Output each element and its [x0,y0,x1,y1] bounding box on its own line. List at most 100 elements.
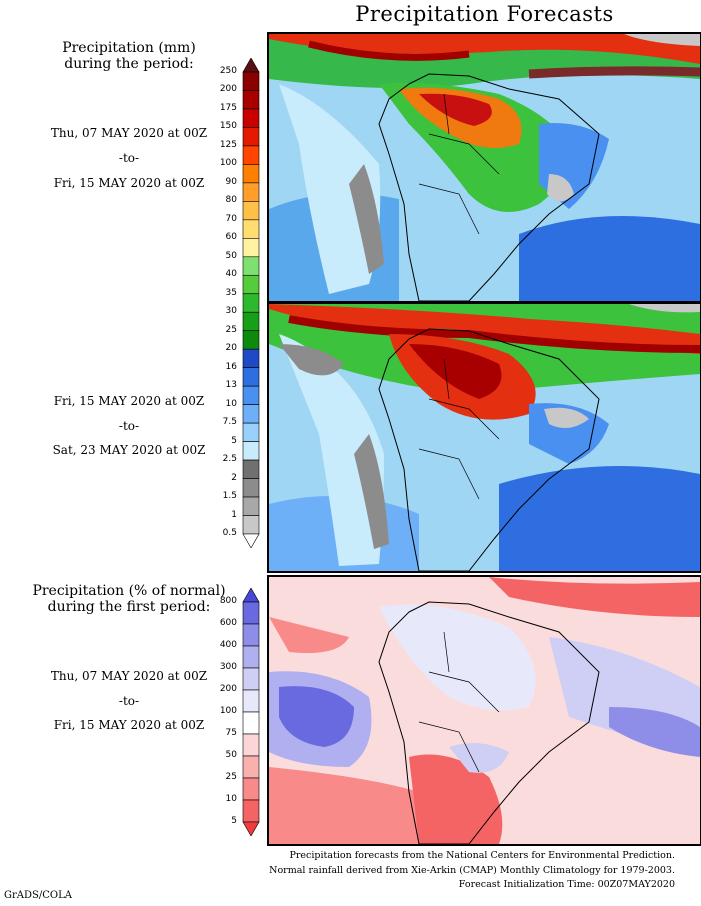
colorbar-mm-tick-label: 50 [225,250,237,261]
map-panel-percent-of-normal [267,575,701,846]
colorbar-pct-swatch [242,777,260,801]
colorbar-mm-tick-label: 250 [219,66,237,76]
colorbar-mm-tick-label: 0.5 [222,528,237,538]
map-panel-week1-precip [267,32,701,303]
panel1-heading: Precipitation (mm) during the period: [0,40,258,72]
colorbar-pct-swatch [242,711,260,735]
colorbar-pct-tick-label: 5 [231,816,237,826]
panel1-end-date: Fri, 15 MAY 2020 at 00Z [53,176,205,190]
colorbar-pct-tick-label: 200 [219,684,237,694]
map-panel-week2-precip [267,302,701,573]
panel3-heading-line1: Precipitation (% of normal) [32,583,226,599]
colorbar-mm-bottom-cap [242,533,260,548]
panel2-start-date: Fri, 15 MAY 2020 at 00Z [53,394,205,408]
colorbar-mm-tick-label: 40 [225,269,237,280]
colorbar-mm-tick-label: 60 [225,232,237,243]
colorbar-pct-swatch [242,601,260,625]
colorbar-pct-tick-label: 100 [219,706,237,716]
colorbar-mm-swatch [242,478,260,498]
colorbar-pct-tick-label: 300 [219,662,237,672]
colorbar-pct-swatches [242,588,260,836]
footer-line3: Forecast Initialization Time: 00Z07MAY20… [458,879,675,890]
page-title: Precipitation Forecasts [355,2,614,26]
colorbar-mm-swatch [242,441,260,461]
colorbar-mm-swatch [242,127,260,147]
colorbar-pct-tick-label: 50 [225,750,237,760]
colorbar-pct-tick-label: 600 [219,618,237,628]
colorbar-pct-swatch [242,667,260,691]
software-credit: GrADS/COLA [4,890,72,901]
colorbar-mm-swatch [242,311,260,332]
colorbar-pct-top-cap [242,588,260,603]
footer-line2: Normal rainfall derived from Xie-Arkin (… [269,864,675,876]
colorbar-pct-tick-label: 25 [225,772,237,782]
colorbar-mm-swatch [242,108,260,128]
colorbar-mm-swatch [242,459,260,479]
panel3-heading: Precipitation (% of normal) during the f… [0,583,258,615]
colorbar-mm-tick-label: 80 [225,195,237,206]
colorbar-pct-swatch [242,645,260,669]
panel3-start-date: Thu, 07 MAY 2020 at 00Z [50,669,208,683]
colorbar-mm-tick-label: 2.5 [222,454,237,465]
footer-line1: Precipitation forecasts from the Nationa… [289,850,676,861]
colorbar-mm-swatch [242,182,260,202]
panel3-heading-line2: during the first period: [47,599,211,615]
colorbar-pct-swatch [242,623,260,647]
colorbar-mm-tick-label: 25 [225,324,237,335]
colorbar-pct-swatch [242,733,260,757]
colorbar-pct-tick-label: 800 [219,596,237,606]
colorbar-pct-swatch [242,799,260,823]
colorbar-mm-swatch [242,496,260,516]
colorbar-pct-swatch [242,689,260,713]
colorbar-mm-tick-label: 100 [219,158,237,169]
colorbar-mm-swatch [242,293,260,313]
colorbar-mm-tick-label: 30 [225,306,237,317]
colorbar-mm-swatch [242,71,260,91]
panel1-heading-line1: Precipitation (mm) [62,40,196,56]
colorbar-mm-tick-label: 2 [231,472,237,483]
colorbar-mm-swatch [242,145,260,165]
colorbar-mm-swatch [242,90,260,110]
colorbar-pct-tick-label: 10 [225,794,237,804]
footer-notes: Precipitation forecasts from the Nationa… [200,849,675,893]
colorbar-mm-swatch [242,348,260,368]
colorbar-mm-tick-label: 90 [225,176,237,187]
colorbar-mm-tick-label: 200 [219,84,237,95]
colorbar-mm-swatch [242,201,260,221]
panel2-to: -to- [118,419,140,433]
colorbar-pct-swatch [242,755,260,779]
colorbar-mm-tick-label: 7.5 [222,417,237,428]
colorbar-mm-top-cap [242,58,260,73]
colorbar-pct-tick-label: 75 [225,728,237,738]
colorbar-mm-swatch [242,330,260,350]
colorbar-mm-tick-label: 20 [225,343,237,354]
colorbar-mm-tick-label: 16 [225,361,237,372]
colorbar-mm-tick-label: 125 [219,139,237,150]
colorbar-mm-swatch [242,404,260,424]
colorbar-mm-tick-label: 13 [225,380,237,391]
panel3-end-date: Fri, 15 MAY 2020 at 00Z [53,718,205,732]
colorbar-mm-tick-label: 35 [225,287,237,298]
colorbar-mm-swatch [242,256,260,276]
panel1-start-date: Thu, 07 MAY 2020 at 00Z [50,126,208,140]
colorbar-mm-tick-label: 5 [231,435,237,446]
panel1-heading-line2: during the period: [64,56,194,72]
colorbar-mm-swatches [242,58,260,548]
colorbar-mm-swatch [242,367,260,387]
colorbar-pct-tick-label: 400 [219,640,237,650]
colorbar-mm-tick-label: 1.5 [222,491,237,502]
colorbar-mm-tick-label: 10 [225,398,237,409]
colorbar-mm-tick-label: 70 [225,213,237,224]
colorbar-mm-swatch [242,164,260,184]
panel2-end-date: Sat, 23 MAY 2020 at 00Z [52,443,206,457]
colorbar-pct-bottom-cap [242,821,260,836]
colorbar-mm-tick-label: 175 [219,102,237,113]
panel3-to: -to- [118,694,140,708]
colorbar-mm-swatch [242,238,260,258]
panel1-to: -to- [118,151,140,165]
colorbar-mm-swatch [242,422,260,442]
colorbar-mm-tick-label: 150 [219,121,237,132]
colorbar-mm-swatch [242,385,260,405]
colorbar-mm-tick-label: 1 [231,509,237,520]
colorbar-mm-swatch [242,515,260,535]
